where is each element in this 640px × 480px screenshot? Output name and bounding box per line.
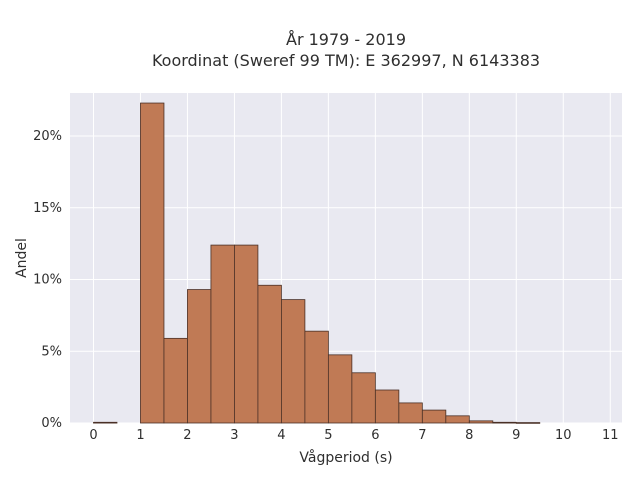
histogram-bar	[140, 102, 165, 424]
y-axis-ticks: 0% 5% 10% 15% 20%	[33, 129, 62, 431]
histogram-bar	[398, 402, 423, 424]
x-tick-label: 9	[512, 428, 520, 443]
y-tick-label: 20%	[33, 129, 62, 144]
x-axis-ticks: 0 1 2 3 4 5 6 7 8 9 10 11	[89, 428, 618, 443]
y-tick-label: 0%	[41, 416, 62, 431]
x-tick-label: 1	[136, 428, 144, 443]
histogram-bar	[351, 372, 376, 424]
x-tick-label: 4	[277, 428, 285, 443]
histogram-bar	[257, 284, 282, 424]
histogram-bar	[93, 421, 118, 424]
histogram-bar	[421, 409, 447, 424]
y-tick-label: 5%	[41, 344, 62, 359]
chart-title-line2: Koordinat (Sweref 99 TM): E 362997, N 61…	[152, 51, 540, 70]
x-axis-label: Vågperiod (s)	[299, 449, 392, 466]
y-axis-label: Andel	[14, 238, 30, 278]
histogram-bar	[327, 354, 353, 424]
x-tick-label: 11	[602, 428, 619, 443]
histogram-bar	[187, 289, 212, 424]
x-tick-label: 6	[371, 428, 379, 443]
x-tick-label: 5	[324, 428, 332, 443]
histogram-bar	[468, 420, 494, 424]
x-tick-label: 8	[465, 428, 473, 443]
x-tick-label: 3	[230, 428, 238, 443]
histogram-bar	[445, 415, 470, 424]
bars-group	[93, 102, 541, 424]
histogram-bar	[234, 244, 259, 424]
x-tick-label: 7	[418, 428, 426, 443]
y-tick-label: 15%	[33, 201, 62, 216]
histogram-bar	[163, 337, 188, 424]
histogram-bar	[210, 244, 235, 424]
histogram-bar	[281, 299, 306, 424]
histogram-bar	[374, 389, 400, 424]
histogram-bar	[515, 422, 541, 424]
y-tick-label: 10%	[33, 273, 62, 288]
x-tick-label: 0	[89, 428, 97, 443]
x-tick-label: 2	[183, 428, 191, 443]
histogram-bar	[492, 421, 517, 424]
x-tick-label: 10	[555, 428, 572, 443]
chart-title-line1: År 1979 - 2019	[286, 30, 406, 49]
histogram-bar	[304, 330, 329, 424]
